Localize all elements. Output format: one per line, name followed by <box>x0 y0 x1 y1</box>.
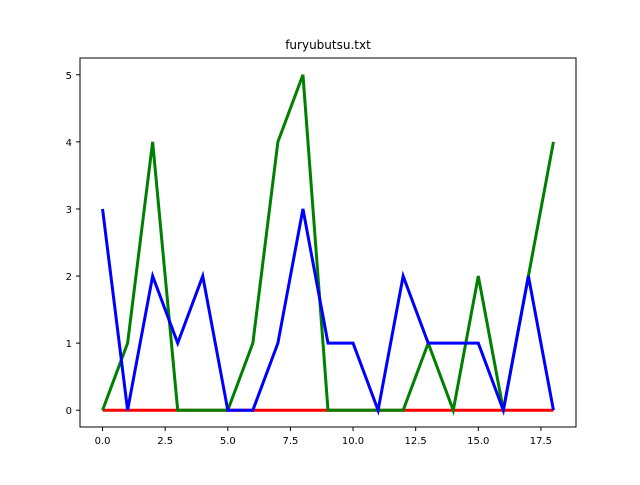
series-line-green <box>101 74 555 416</box>
y-tick-label: 0 <box>66 406 72 417</box>
y-tick-label: 1 <box>66 339 72 350</box>
x-tick-label: 5.0 <box>220 436 236 447</box>
x-axis: 0.0 2.5 5.0 7.5 10.0 12.5 15.0 17.5 <box>95 427 552 447</box>
series-layer <box>101 74 555 416</box>
y-tick-label: 4 <box>66 138 72 149</box>
y-tick-label: 3 <box>66 205 72 216</box>
x-tick-label: 12.5 <box>405 436 427 447</box>
x-tick-label: 0.0 <box>95 436 111 447</box>
x-tick-label: 2.5 <box>157 436 173 447</box>
x-tick-label: 10.0 <box>342 436 364 447</box>
x-tick-label: 7.5 <box>282 436 298 447</box>
x-tick-label: 17.5 <box>530 436 552 447</box>
y-axis: 0 1 2 3 4 5 <box>66 71 80 417</box>
x-tick-label: 15.0 <box>467 436 489 447</box>
chart-title: furyubutsu.txt <box>285 38 371 52</box>
y-tick-label: 5 <box>66 71 72 82</box>
plot-area-frame <box>79 57 577 428</box>
series-line-blue <box>101 208 555 416</box>
y-tick-label: 2 <box>66 272 72 283</box>
